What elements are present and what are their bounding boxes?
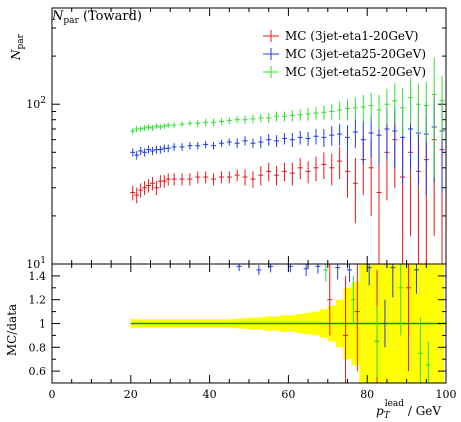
series-0: [130, 100, 445, 264]
x-axis-label: pTlead / GeV: [376, 399, 441, 421]
ratio-y-tick-label: 0.6: [29, 365, 47, 378]
legend-label: MC (3jet-eta1-20GeV): [285, 29, 418, 43]
legend-item: MC (3jet-eta52-20GeV): [263, 65, 426, 79]
x-tick-label: 80: [360, 388, 374, 401]
x-tick-label: 60: [281, 388, 295, 401]
x-tick-label: 0: [49, 388, 56, 401]
legend: MC (3jet-eta1-20GeV) MC (3jet-eta25-20GeV…: [263, 29, 426, 79]
upper-ylabel-main: N: [9, 49, 23, 61]
x-tick-label: 100: [436, 388, 457, 401]
lower-y-axis-label: MC/data: [5, 304, 19, 356]
title-sub: par: [63, 16, 79, 26]
xlabel-suffix: / GeV: [404, 404, 441, 418]
x-tick-label: 40: [203, 388, 217, 401]
xlabel-sub: T: [384, 411, 391, 421]
upper-y-tick-label: 102: [26, 96, 46, 111]
ratio-y-tick-label: 1.4: [29, 270, 47, 283]
upper-ylabel-sub: par: [16, 33, 26, 49]
ratio-y-tick-label: 1: [39, 318, 46, 331]
xlabel-sup: lead: [385, 399, 405, 409]
ratio-y-tick-label: 1.2: [29, 294, 47, 307]
ratio-series-2: [323, 264, 431, 383]
upper-y-axis-label: Npar: [9, 33, 26, 61]
ratio-y-tick-label: 0.8: [29, 341, 47, 354]
x-tick-label: 20: [124, 388, 138, 401]
title-main: N: [51, 9, 64, 24]
series-2: [130, 57, 445, 178]
legend-label: MC (3jet-eta25-20GeV): [285, 47, 426, 61]
series-1: [130, 96, 445, 196]
legend-item: MC (3jet-eta1-20GeV): [263, 29, 418, 43]
xlabel-main: p: [376, 404, 384, 418]
legend-label: MC (3jet-eta52-20GeV): [285, 65, 426, 79]
title-suffix: (Toward): [79, 9, 142, 24]
upper-y-tick-label: 101: [26, 256, 46, 271]
ratio-plot-area: 0.6 0.8 1 1.2 1.4 0 20 40 60 80 100: [29, 263, 457, 401]
chart-title: Npar (Toward): [51, 9, 142, 26]
legend-item: MC (3jet-eta25-20GeV): [263, 47, 426, 61]
upper-plot-area: 101 102: [26, 7, 447, 271]
